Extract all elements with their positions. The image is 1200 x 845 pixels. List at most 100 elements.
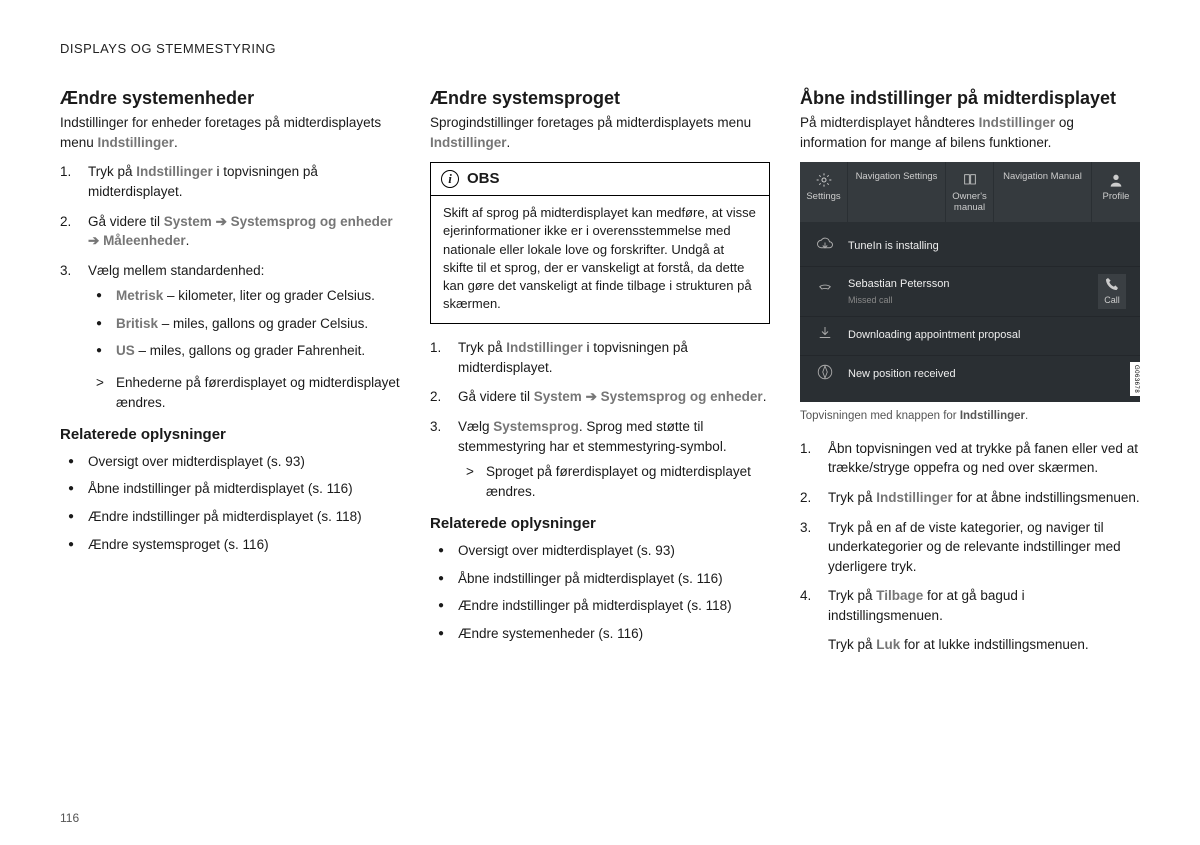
related-item: Ændre indstillinger på midterdisplayet (… — [60, 507, 400, 527]
opt-metric: Metrisk – kilometer, liter og grader Cel… — [88, 286, 400, 306]
b: Systemsprog — [493, 419, 579, 434]
related-item: Ændre systemsproget (s. 116) — [60, 535, 400, 555]
cloud-icon — [814, 235, 836, 259]
step-2: Gå videre til System ➔ Systemsprog og en… — [60, 212, 400, 251]
tile-settings[interactable]: Settings — [800, 162, 848, 222]
row-text: New position received — [848, 367, 1126, 383]
unit-options: Metrisk – kilometer, liter og grader Cel… — [88, 286, 400, 361]
section-title: Ændre systemenheder — [60, 87, 400, 110]
tile-nav-settings[interactable]: Navigation Settings — [848, 162, 946, 222]
section-title: Åbne indstillinger på midterdisplayet — [800, 87, 1140, 110]
row-title: Sebastian Petersson — [848, 277, 1086, 293]
notif-row[interactable]: Sebastian Petersson Missed call Call — [800, 267, 1140, 317]
tile-label: Settings — [806, 192, 840, 203]
related-item: Oversigt over midterdisplayet (s. 93) — [430, 541, 770, 561]
tile-label: Navigation Settings — [856, 172, 938, 183]
download-icon — [814, 324, 836, 348]
steps-list: Tryk på Indstillinger i topvisningen på … — [430, 338, 770, 501]
step-2: Tryk på Indstillinger for at åbne indsti… — [800, 488, 1140, 508]
related-list: Oversigt over midterdisplayet (s. 93) Åb… — [60, 452, 400, 554]
b: Indstillinger — [876, 490, 953, 505]
step-2: Gå videre til System ➔ Systemsprog og en… — [430, 387, 770, 407]
t: Vælg mellem standardenhed: — [88, 263, 264, 278]
screenshot-caption: Topvisningen med knappen for Indstilling… — [800, 408, 1140, 425]
tile-nav-manual[interactable]: Navigation Manual — [994, 162, 1092, 222]
related-item: Åbne indstillinger på midterdisplayet (s… — [60, 479, 400, 499]
row-text: TuneIn is installing — [848, 239, 1126, 255]
column-units: Ændre systemenheder Indstillinger for en… — [60, 87, 400, 667]
content-columns: Ændre systemenheder Indstillinger for en… — [60, 87, 1140, 667]
result: Enhederne på førerdisplayet og midterdis… — [88, 373, 400, 412]
b: System — [534, 389, 582, 404]
page-header: DISPLAYS OG STEMMESTYRING — [60, 40, 1140, 59]
column-open-settings: Åbne indstillinger på midterdisplayet På… — [800, 87, 1140, 667]
arrow-icon: ➔ — [216, 214, 231, 229]
b: Systemsprog og enheder — [601, 389, 763, 404]
t: Tryk på — [88, 164, 136, 179]
t: Tryk på — [828, 588, 876, 603]
step-1: Tryk på Indstillinger i topvisningen på … — [430, 338, 770, 377]
related-item: Oversigt over midterdisplayet (s. 93) — [60, 452, 400, 472]
t: Gå videre til — [458, 389, 534, 404]
intro-text: Sprogindstillinger foretages på midterdi… — [430, 113, 770, 152]
notif-row[interactable]: New position received — [800, 356, 1140, 394]
related-heading: Relaterede oplysninger — [430, 513, 770, 535]
intro-pre: På midterdisplayet håndteres — [800, 115, 979, 130]
b: Indstillinger — [506, 340, 583, 355]
compass-icon — [814, 363, 836, 387]
related-item: Åbne indstillinger på midterdisplayet (s… — [430, 569, 770, 589]
related-list: Oversigt over midterdisplayet (s. 93) Åb… — [430, 541, 770, 643]
intro-bold: Indstillinger — [430, 135, 507, 150]
screenshot-rows: TuneIn is installing Sebastian Petersson… — [800, 222, 1140, 402]
intro-bold: Indstillinger — [979, 115, 1056, 130]
t: for at åbne indstillingsmenuen. — [953, 490, 1140, 505]
arrow-icon: ➔ — [88, 233, 103, 248]
screenshot-toprow: Settings Navigation Settings Owner's man… — [800, 162, 1140, 222]
tile-profile[interactable]: Profile — [1092, 162, 1140, 222]
profile-icon — [1108, 172, 1124, 188]
b: Luk — [876, 637, 900, 652]
step-3: Tryk på en af de viste kategorier, og na… — [800, 518, 1140, 577]
gear-icon — [816, 172, 832, 188]
opt-british: Britisk – miles, gallons og grader Celsi… — [88, 314, 400, 334]
info-icon: i — [441, 170, 459, 188]
t: – kilometer, liter og grader Celsius. — [163, 288, 375, 303]
section-title: Ændre systemsproget — [430, 87, 770, 110]
obs-body: Skift af sprog på midterdisplayet kan me… — [431, 196, 769, 323]
b: Måleenheder — [103, 233, 186, 248]
obs-title-row: i OBS — [431, 163, 769, 196]
step-1: Tryk på Indstillinger i topvisningen på … — [60, 162, 400, 201]
obs-label: OBS — [467, 168, 500, 190]
intro-text: På midterdisplayet håndteres Indstilling… — [800, 113, 1140, 152]
t: Vælg — [458, 419, 493, 434]
t: . — [763, 389, 767, 404]
notif-row[interactable]: TuneIn is installing — [800, 228, 1140, 267]
t: Tryk på — [458, 340, 506, 355]
tile-label: Navigation Manual — [1003, 172, 1082, 183]
t: – miles, gallons og grader Celsius. — [158, 316, 368, 331]
intro-bold: Indstillinger — [98, 135, 175, 150]
related-item: Ændre indstillinger på midterdisplayet (… — [430, 596, 770, 616]
steps-list: Tryk på Indstillinger i topvisningen på … — [60, 162, 400, 412]
phone-icon — [1104, 276, 1120, 292]
t: Topvisningen med knappen for — [800, 410, 960, 422]
display-screenshot: Settings Navigation Settings Owner's man… — [800, 162, 1140, 402]
steps-list: Åbn topvisningen ved at trykke på fanen … — [800, 439, 1140, 655]
intro-text: Indstillinger for enheder foretages på m… — [60, 113, 400, 152]
result-list: Sproget på førerdisplayet og midterdispl… — [458, 462, 770, 501]
t: . — [1025, 410, 1028, 422]
result-list: Enhederne på førerdisplayet og midterdis… — [88, 373, 400, 412]
tile-owners-manual[interactable]: Owner's manual — [946, 162, 994, 222]
t: . — [186, 233, 190, 248]
b: Indstillinger — [960, 410, 1025, 422]
call-button[interactable]: Call — [1098, 274, 1126, 309]
step-1: Åbn topvisningen ved at trykke på fanen … — [800, 439, 1140, 478]
t: – miles, gallons og grader Fahrenheit. — [135, 343, 365, 358]
notif-row[interactable]: Downloading appointment proposal — [800, 317, 1140, 356]
b: System — [164, 214, 212, 229]
column-language: Ændre systemsproget Sprogindstillinger f… — [430, 87, 770, 667]
missed-call-icon — [814, 280, 836, 304]
page-number: 116 — [60, 810, 79, 827]
b: Metrisk — [116, 288, 163, 303]
arrow-icon: ➔ — [586, 389, 601, 404]
